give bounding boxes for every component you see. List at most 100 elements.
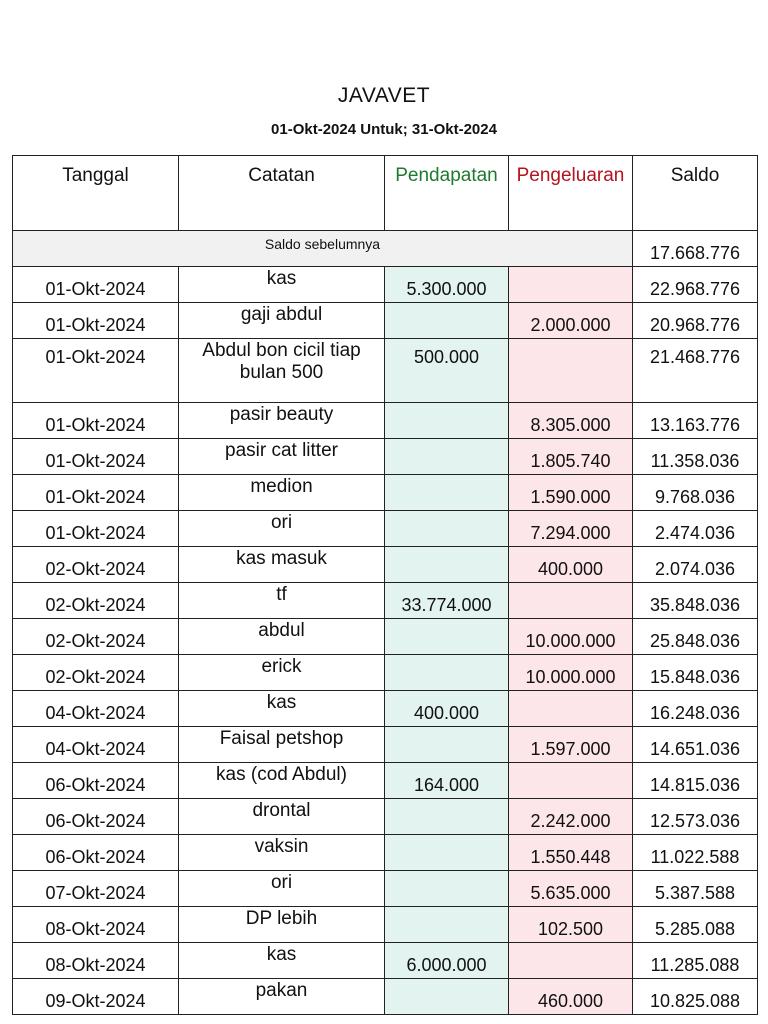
cell-date: 06-Okt-2024 xyxy=(12,762,179,799)
cell-expense: 5.635.000 xyxy=(508,870,633,907)
cell-note: pasir beauty xyxy=(178,402,385,439)
cell-date: 06-Okt-2024 xyxy=(12,834,179,871)
table-row: 07-Okt-2024 ori 5.635.000 5.387.588 xyxy=(12,870,758,907)
opening-balance-value: 17.668.776 xyxy=(632,230,758,267)
cell-date: 04-Okt-2024 xyxy=(12,690,179,727)
report-title: JAVAVET xyxy=(337,84,431,107)
cell-balance: 35.848.036 xyxy=(632,582,758,619)
cell-note: kas (cod Abdul) xyxy=(178,762,385,799)
table-row: 08-Okt-2024 kas 6.000.000 11.285.088 xyxy=(12,942,758,979)
cell-date: 09-Okt-2024 xyxy=(12,978,179,1015)
cell-income xyxy=(384,654,509,691)
table-row: 02-Okt-2024 tf 33.774.000 35.848.036 xyxy=(12,582,758,619)
cell-balance: 22.968.776 xyxy=(632,266,758,303)
cell-note: ori xyxy=(178,870,385,907)
cell-income xyxy=(384,906,509,943)
cell-balance: 15.848.036 xyxy=(632,654,758,691)
cell-date: 01-Okt-2024 xyxy=(12,474,179,511)
cell-expense xyxy=(508,690,633,727)
opening-balance-row: Saldo sebelumnya 17.668.776 xyxy=(12,230,758,267)
cell-note: vaksin xyxy=(178,834,385,871)
cell-date: 08-Okt-2024 xyxy=(12,906,179,943)
cell-income xyxy=(384,618,509,655)
cell-expense: 1.805.740 xyxy=(508,438,633,475)
cell-note: erick xyxy=(178,654,385,691)
cell-date: 02-Okt-2024 xyxy=(12,618,179,655)
table-row: 01-Okt-2024 ori 7.294.000 2.474.036 xyxy=(12,510,758,547)
table-row: 01-Okt-2024 pasir cat litter 1.805.740 11.3… xyxy=(12,438,758,475)
cell-income: 500.000 xyxy=(384,338,509,403)
cell-note: abdul xyxy=(178,618,385,655)
table-row: 02-Okt-2024 kas masuk 400.000 2.074.036 xyxy=(12,546,758,583)
cell-expense: 10.000.000 xyxy=(508,618,633,655)
column-header-income: Pendapatan xyxy=(384,155,509,231)
cell-income xyxy=(384,402,509,439)
column-header-note: Catatan xyxy=(178,155,385,231)
cell-note: Faisal petshop xyxy=(178,726,385,763)
cell-expense xyxy=(508,942,633,979)
cell-expense: 2.242.000 xyxy=(508,798,633,835)
cell-balance: 16.248.036 xyxy=(632,690,758,727)
cell-date: 06-Okt-2024 xyxy=(12,798,179,835)
cell-note: kas xyxy=(178,942,385,979)
cell-income xyxy=(384,510,509,547)
cell-note: pakan xyxy=(178,978,385,1015)
cell-note: ori xyxy=(178,510,385,547)
cell-income xyxy=(384,438,509,475)
cell-balance: 2.074.036 xyxy=(632,546,758,583)
column-header-expense: Pengeluaran xyxy=(508,155,633,231)
cell-expense: 7.294.000 xyxy=(508,510,633,547)
cell-expense: 8.305.000 xyxy=(508,402,633,439)
column-header-balance: Saldo xyxy=(632,155,758,231)
table-row: 02-Okt-2024 erick 10.000.000 15.848.036 xyxy=(12,654,758,691)
cell-income xyxy=(384,834,509,871)
cell-date: 02-Okt-2024 xyxy=(12,654,179,691)
report-period: 01-Okt-2024 Untuk; 31-Okt-2024 xyxy=(271,121,497,138)
cell-expense: 1.590.000 xyxy=(508,474,633,511)
table-row: 02-Okt-2024 abdul 10.000.000 25.848.036 xyxy=(12,618,758,655)
table-row: 04-Okt-2024 kas 400.000 16.248.036 xyxy=(12,690,758,727)
cell-balance: 11.022.588 xyxy=(632,834,758,871)
cell-income: 164.000 xyxy=(384,762,509,799)
cell-balance: 20.968.776 xyxy=(632,302,758,339)
cell-balance: 12.573.036 xyxy=(632,798,758,835)
cell-income xyxy=(384,798,509,835)
cell-expense: 10.000.000 xyxy=(508,654,633,691)
cell-date: 07-Okt-2024 xyxy=(12,870,179,907)
cell-balance: 14.651.036 xyxy=(632,726,758,763)
cell-note: gaji abdul xyxy=(178,302,385,339)
cell-expense: 400.000 xyxy=(508,546,633,583)
cell-income xyxy=(384,870,509,907)
table-row: 01-Okt-2024 gaji abdul 2.000.000 20.968.776 xyxy=(12,302,758,339)
cell-date: 08-Okt-2024 xyxy=(12,942,179,979)
cell-expense: 1.550.448 xyxy=(508,834,633,871)
header-row: Tanggal Catatan Pendapatan Pengeluaran S… xyxy=(12,155,758,231)
table-row: 09-Okt-2024 pakan 460.000 10.825.088 xyxy=(12,978,758,1015)
cell-income: 33.774.000 xyxy=(384,582,509,619)
cell-balance: 5.285.088 xyxy=(632,906,758,943)
cell-expense xyxy=(508,582,633,619)
cell-income xyxy=(384,726,509,763)
cell-note: pasir cat litter xyxy=(178,438,385,475)
cell-expense: 1.597.000 xyxy=(508,726,633,763)
table-row: 06-Okt-2024 vaksin 1.550.448 11.022.588 xyxy=(12,834,758,871)
cell-date: 01-Okt-2024 xyxy=(12,266,179,303)
cell-income xyxy=(384,546,509,583)
cell-income xyxy=(384,978,509,1015)
cell-balance: 25.848.036 xyxy=(632,618,758,655)
cell-note: Abdul bon cicil tiap bulan 500 xyxy=(178,338,385,403)
cell-balance: 2.474.036 xyxy=(632,510,758,547)
cell-balance: 10.825.088 xyxy=(632,978,758,1015)
cell-note: medion xyxy=(178,474,385,511)
cell-expense xyxy=(508,266,633,303)
cell-note: kas masuk xyxy=(178,546,385,583)
cell-note: kas xyxy=(178,690,385,727)
cell-date: 01-Okt-2024 xyxy=(12,338,179,403)
cell-date: 01-Okt-2024 xyxy=(12,438,179,475)
table-row: 01-Okt-2024 medion 1.590.000 9.768.036 xyxy=(12,474,758,511)
cell-date: 01-Okt-2024 xyxy=(12,510,179,547)
cell-date: 01-Okt-2024 xyxy=(12,302,179,339)
cell-balance: 14.815.036 xyxy=(632,762,758,799)
cell-balance: 11.358.036 xyxy=(632,438,758,475)
cell-balance: 5.387.588 xyxy=(632,870,758,907)
